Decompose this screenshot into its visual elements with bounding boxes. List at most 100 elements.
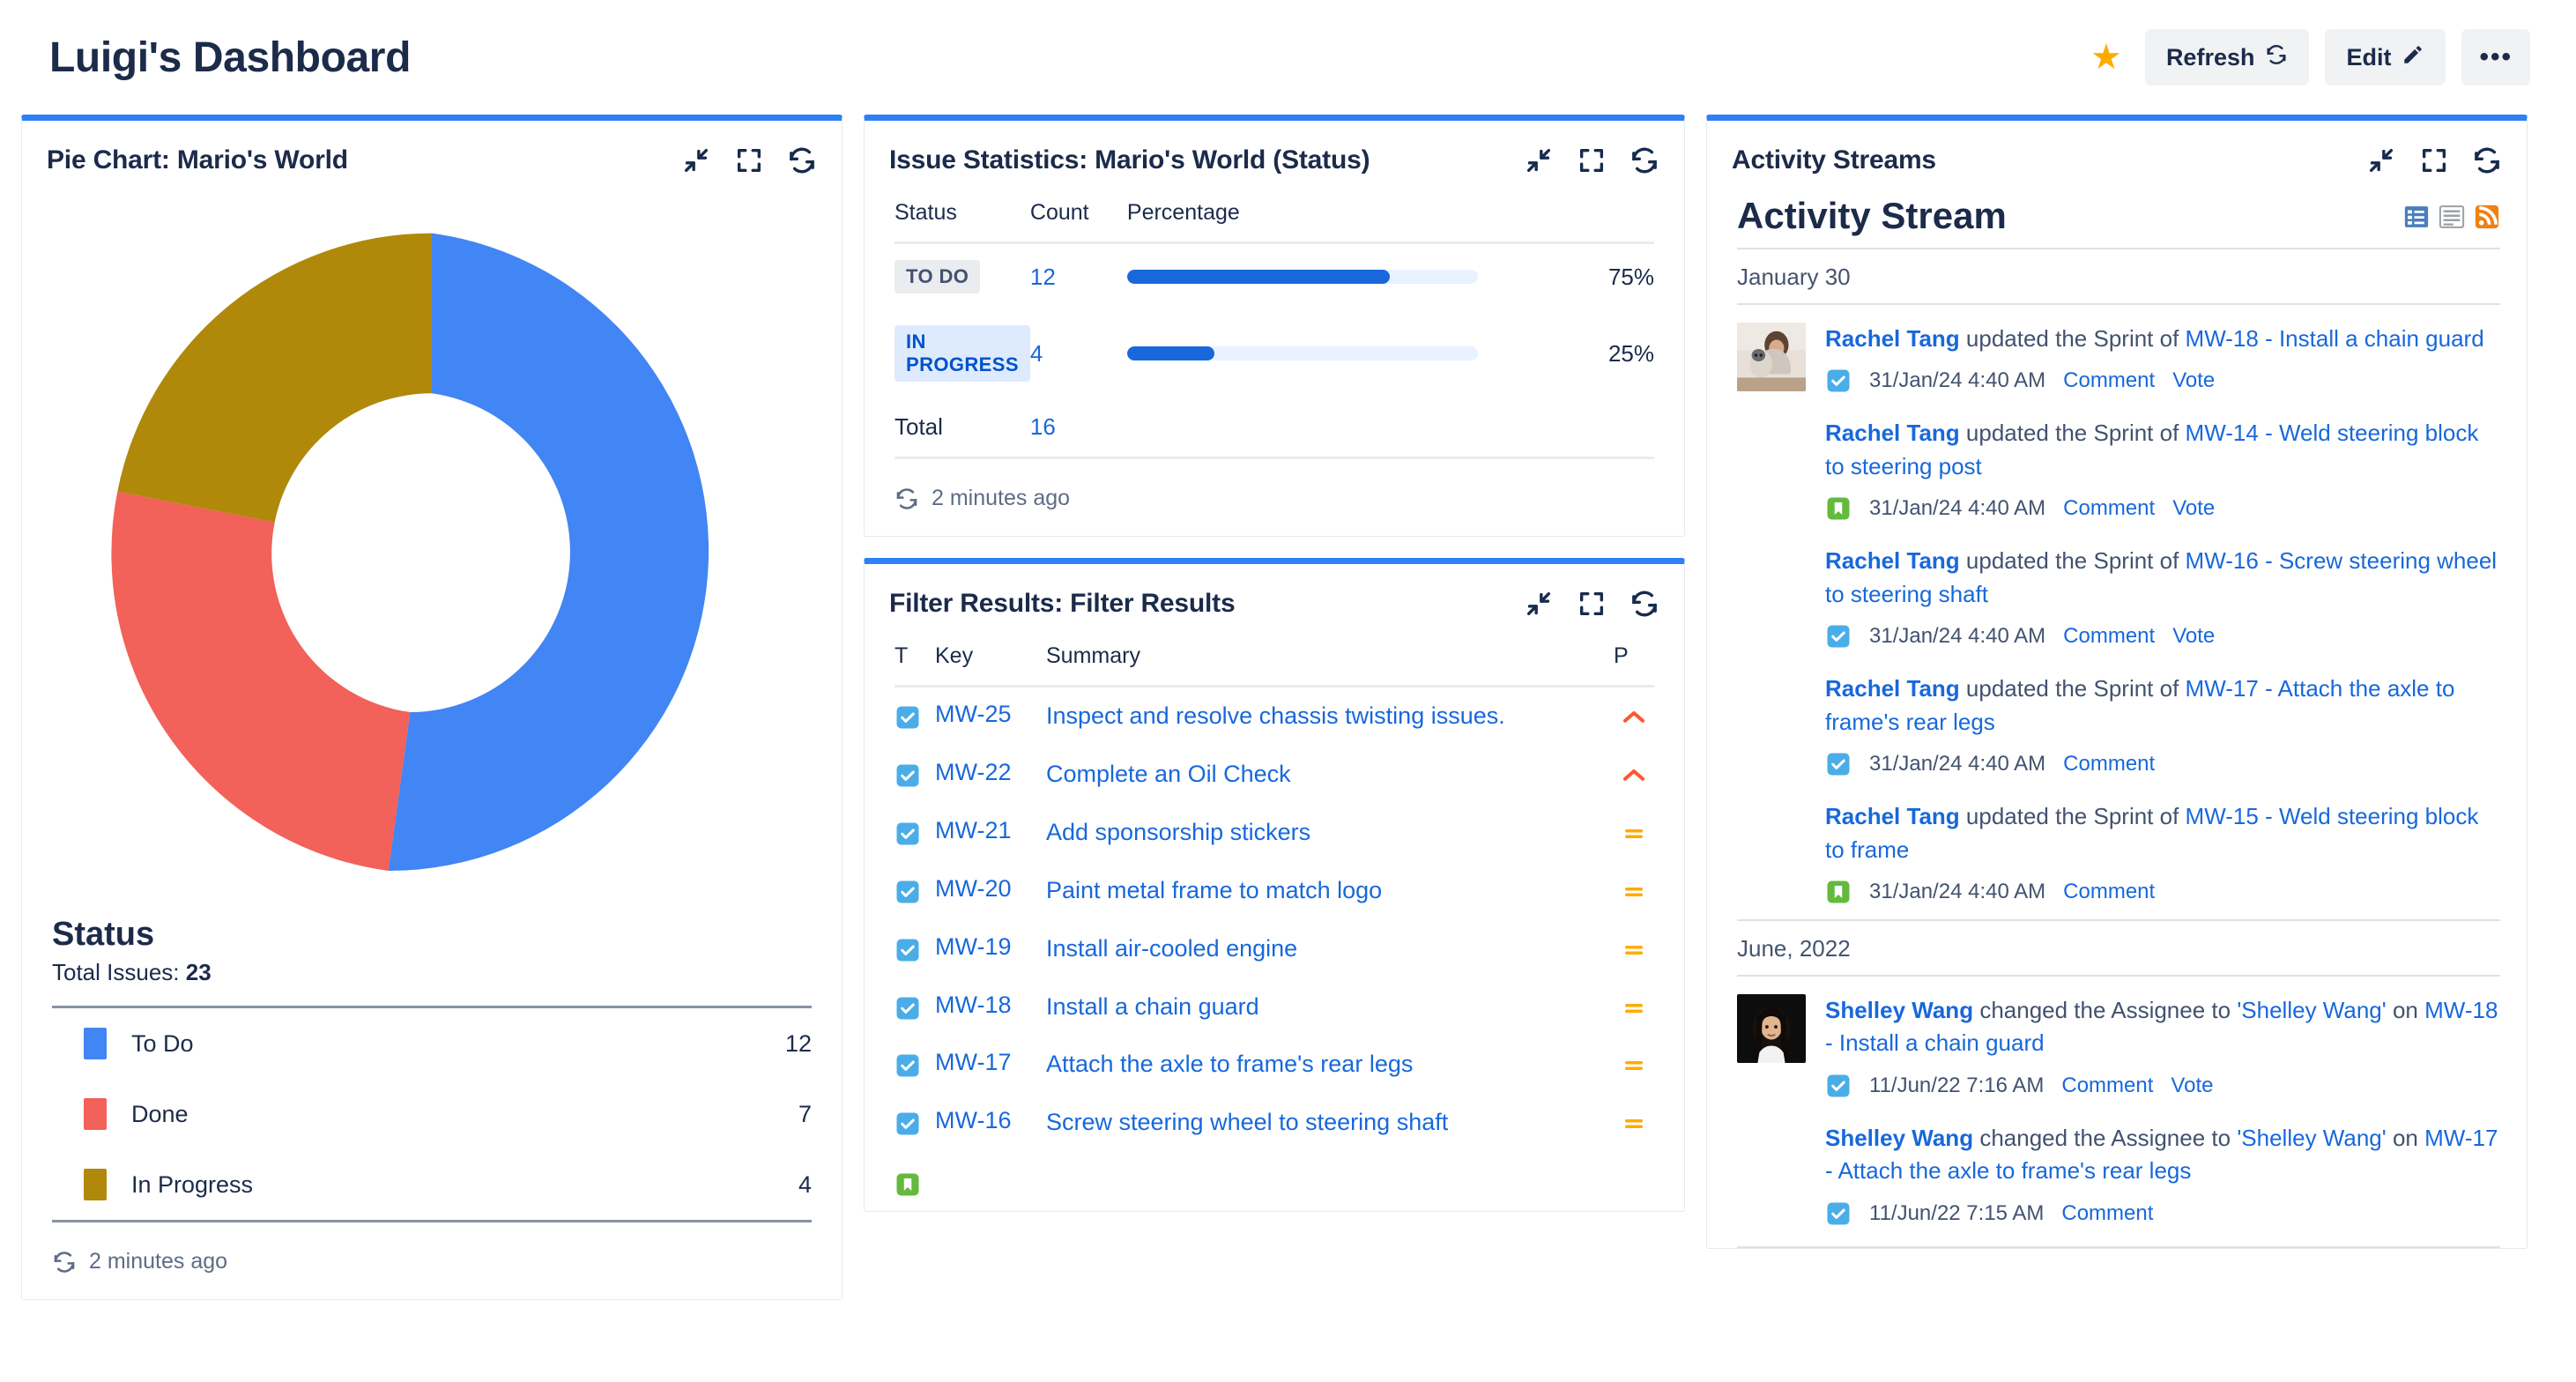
pie-legend-table: To Do 12 Done 7 In Progress 4 (52, 1006, 812, 1222)
issue-statistics-body: Status Count Percentage TO DO 12 (865, 191, 1684, 459)
rss-icon[interactable] (2474, 204, 2500, 230)
activity-target-link[interactable]: MW-14 - Weld steering block to steering … (1825, 420, 2479, 479)
activity-item: Rachel Tang updated the Sprint of MW-15 … (1737, 791, 2500, 919)
activity-text: Rachel Tang updated the Sprint of MW-17 … (1825, 672, 2500, 739)
percentage-to-do: 75% (1607, 263, 1654, 290)
comment-link[interactable]: Comment (2063, 624, 2156, 649)
count-link-in-progress[interactable]: 4 (1029, 339, 1043, 367)
dashboard-column-left: Pie Chart: Mario's World (21, 115, 843, 1300)
maximize-icon[interactable] (2419, 145, 2449, 175)
activity-timestamp: 31/Jan/24 4:40 AM (1869, 368, 2046, 393)
legend-row-in-progress[interactable]: In Progress 4 (52, 1149, 812, 1220)
activity-target-link[interactable]: MW-17 - Attach the axle to frame's rear … (1825, 675, 2455, 735)
refresh-icon[interactable] (895, 487, 919, 511)
activity-target-link[interactable]: MW-16 - Screw steering wheel to steering… (1825, 547, 2498, 607)
activity-text: Shelley Wang changed the Assignee to 'Sh… (1825, 994, 2500, 1060)
activity-target-link[interactable]: MW-18 - Install a chain guard (1825, 996, 2498, 1057)
activity-actor-link[interactable]: Rachel Tang (1825, 547, 1960, 575)
issue-key-link[interactable]: MW-21 (935, 816, 1012, 843)
issue-key-link[interactable]: MW-16 (935, 1107, 1012, 1134)
issue-key-link[interactable]: MW-25 (935, 701, 1012, 727)
activity-streams-panel-title: Activity Streams (1732, 145, 1936, 175)
refresh-icon[interactable] (787, 145, 817, 175)
activity-content: Rachel Tang updated the Sprint of MW-18 … (1825, 323, 2500, 394)
count-link-to-do[interactable]: 12 (1029, 263, 1056, 290)
activity-meta: 11/Jun/22 7:15 AM Comment (1825, 1200, 2500, 1227)
vote-link[interactable]: Vote (2172, 624, 2216, 649)
maximize-icon[interactable] (1577, 589, 1607, 619)
legend-row-done[interactable]: Done 7 (52, 1079, 812, 1149)
activity-content: Rachel Tang updated the Sprint of MW-15 … (1825, 800, 2500, 905)
edit-button-label: Edit (2346, 43, 2392, 71)
maximize-icon[interactable] (734, 145, 764, 175)
issue-summary-link[interactable]: Add sponsorship stickers (1046, 818, 1311, 845)
activity-target-link[interactable]: MW-15 - Weld steering block to frame (1825, 803, 2479, 863)
issue-summary-link[interactable]: Screw steering wheel to steering shaft (1046, 1109, 1449, 1136)
refresh-button-label: Refresh (2165, 43, 2255, 71)
status-badge-to-do[interactable]: TO DO (895, 260, 981, 293)
donut-slice-in-progress[interactable] (117, 233, 432, 523)
vote-link[interactable]: Vote (2172, 368, 2216, 393)
activity-actor-link[interactable]: Shelley Wang (1825, 1124, 1974, 1151)
comment-link[interactable]: Comment (2061, 1200, 2154, 1225)
activity-actor-link[interactable]: Rachel Tang (1825, 803, 1960, 830)
issue-summary-link[interactable]: Attach the axle to frame's rear legs (1046, 1051, 1414, 1078)
refresh-icon[interactable] (2472, 145, 2502, 175)
comment-link[interactable]: Comment (2063, 752, 2156, 776)
collapse-icon[interactable] (1524, 145, 1554, 175)
activity-target-link[interactable]: MW-18 - Install a chain guard (2185, 325, 2484, 352)
activity-assignee-link[interactable]: 'Shelley Wang' (2237, 1124, 2387, 1151)
issue-key-link[interactable]: MW-18 (935, 991, 1012, 1018)
refresh-icon[interactable] (1629, 589, 1659, 619)
collapse-icon[interactable] (2366, 145, 2396, 175)
filter-results-panel-title: Filter Results: Filter Results (889, 589, 1236, 618)
refresh-button[interactable]: Refresh (2144, 29, 2310, 85)
issue-key-link[interactable]: MW-20 (935, 874, 1012, 902)
maximize-icon[interactable] (1577, 145, 1607, 175)
issue-summary-link[interactable]: Inspect and resolve chassis twisting iss… (1046, 702, 1505, 729)
status-badge-in-progress[interactable]: IN PROGRESS (895, 325, 1030, 382)
refresh-icon[interactable] (52, 1250, 77, 1274)
activity-item: Rachel Tang updated the Sprint of MW-16 … (1737, 536, 2500, 664)
issue-summary-link[interactable]: Complete an Oil Check (1046, 760, 1291, 787)
donut-slice-to-do[interactable] (388, 233, 709, 872)
table-row: MW-19 Install air-cooled engine (895, 920, 1654, 978)
activity-assignee-link[interactable]: 'Shelley Wang' (2237, 996, 2387, 1023)
legend-row-to-do[interactable]: To Do 12 (52, 1008, 812, 1079)
activity-actor-link[interactable]: Rachel Tang (1825, 420, 1960, 447)
star-icon: ★ (2090, 38, 2122, 77)
total-label: Total (895, 398, 1030, 459)
issue-key-link[interactable]: MW-19 (935, 932, 1012, 960)
issue-key-link[interactable]: MW-22 (935, 758, 1012, 785)
detail-view-icon[interactable] (2439, 204, 2465, 230)
table-row: TO DO 12 75% (895, 243, 1654, 310)
refresh-icon[interactable] (1629, 145, 1659, 175)
activity-target-link[interactable]: MW-17 - Attach the axle to frame's rear … (1825, 1124, 2498, 1185)
collapse-icon[interactable] (1524, 589, 1554, 619)
total-count-link[interactable]: 16 (1029, 413, 1056, 440)
list-view-icon[interactable] (2403, 204, 2430, 230)
more-options-button[interactable]: ••• (2461, 29, 2530, 85)
issue-summary-link[interactable]: Paint metal frame to match logo (1046, 876, 1383, 903)
edit-button[interactable]: Edit (2325, 29, 2446, 85)
activity-actor-link[interactable]: Rachel Tang (1825, 675, 1960, 702)
issue-summary-link[interactable]: Install a chain guard (1046, 992, 1259, 1020)
comment-link[interactable]: Comment (2063, 879, 2156, 903)
issue-key-link[interactable]: MW-17 (935, 1049, 1012, 1076)
activity-actor-link[interactable]: Shelley Wang (1825, 996, 1974, 1023)
activity-actor-link[interactable]: Rachel Tang (1825, 325, 1960, 352)
issue-summary-link[interactable]: Install air-cooled engine (1046, 934, 1298, 962)
pie-last-refreshed: 2 minutes ago (89, 1249, 228, 1274)
activity-date-header: June, 2022 (1737, 918, 2500, 977)
comment-link[interactable]: Comment (2061, 1073, 2154, 1097)
column-header-key: Key (935, 638, 1034, 687)
comment-link[interactable]: Comment (2063, 368, 2156, 393)
comment-link[interactable]: Comment (2063, 496, 2156, 521)
collapse-icon[interactable] (681, 145, 711, 175)
priority-high-icon (1621, 762, 1647, 789)
vote-link[interactable]: Vote (2172, 496, 2216, 521)
donut-slice-done[interactable] (111, 491, 411, 872)
task-type-icon (895, 704, 921, 731)
favorite-star-button[interactable]: ★ (2083, 34, 2129, 80)
vote-link[interactable]: Vote (2171, 1073, 2214, 1097)
